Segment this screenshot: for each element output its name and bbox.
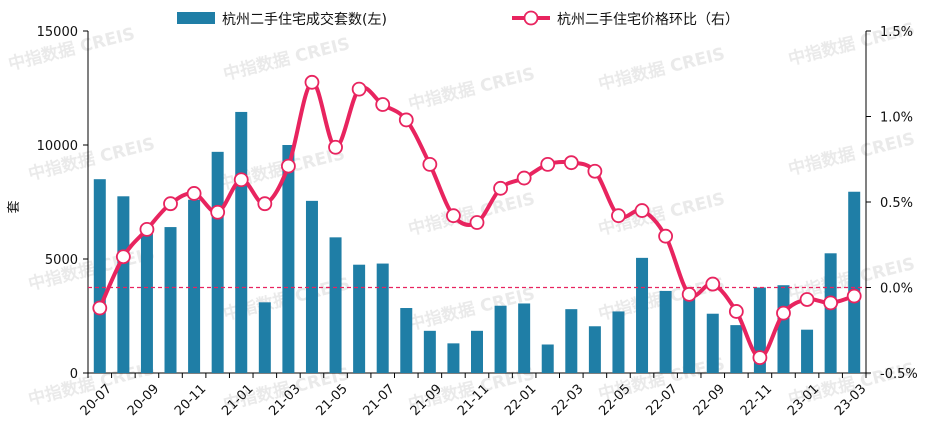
line-point-22-03: [563, 155, 579, 171]
bar-23-02: [824, 253, 837, 373]
left-tick-label: 10000: [37, 139, 78, 154]
line-point-22-08: [681, 286, 697, 302]
watermark-text: 中指数据 CREIS: [406, 63, 537, 115]
line-point-22-04: [587, 163, 603, 179]
bar-22-06: [636, 257, 649, 373]
line-point-22-11: [752, 350, 768, 366]
line-point-21-07: [375, 97, 391, 112]
line-point-21-12: [493, 180, 508, 196]
x-tick-label: 20-09: [125, 382, 162, 419]
line-point-23-03: [846, 288, 862, 304]
bar-23-01: [801, 329, 814, 373]
line-point-23-02: [823, 295, 839, 311]
watermark-text: 中指数据 CREIS: [221, 33, 352, 85]
bar-21-11: [471, 330, 483, 373]
line-point-21-10: [446, 208, 461, 224]
legend-line-label: 杭州二手住宅价格环比（右）: [557, 12, 739, 28]
line-point-21-09: [422, 156, 438, 172]
line-point-20-09: [139, 221, 155, 237]
line-point-23-01: [799, 292, 815, 307]
line-point-21-01: [233, 172, 249, 188]
line-point-21-11: [469, 215, 485, 230]
line-point-21-08: [398, 112, 414, 128]
line-point-20-11: [186, 186, 202, 201]
bar-21-10: [447, 343, 460, 373]
line-point-22-12: [776, 305, 791, 321]
bar-21-05: [329, 237, 342, 373]
bar-21-02: [258, 302, 271, 373]
left-tick-label: 0: [70, 367, 78, 382]
bar-22-12: [777, 285, 790, 373]
bar-22-07: [659, 290, 672, 373]
legend-bar-label: 杭州二手住宅成交套数(左): [222, 11, 387, 28]
line-point-22-01: [516, 170, 532, 186]
line-point-22-10: [728, 304, 744, 319]
line-point-20-10: [163, 196, 178, 212]
line-point-21-05: [328, 139, 343, 155]
bar-22-10: [730, 325, 743, 373]
bar-20-07: [93, 179, 106, 373]
x-tick-label: 22-11: [738, 382, 775, 419]
bar-21-12: [494, 305, 507, 373]
bar-20-12: [211, 151, 224, 373]
line-point-22-02: [540, 156, 556, 172]
bar-20-10: [164, 227, 177, 373]
left-tick-label: 15000: [37, 25, 78, 40]
legend-line-marker: [523, 10, 539, 26]
line-point-20-08: [115, 249, 131, 265]
watermark-text: 中指数据 CREIS: [596, 43, 727, 95]
right-tick-label: 1.0%: [880, 111, 913, 126]
bar-21-06: [353, 264, 366, 373]
watermark-text: 中指数据 CREIS: [406, 283, 537, 335]
bar-21-08: [400, 308, 413, 373]
right-tick-label: 0.5%: [880, 196, 913, 211]
bar-22-04: [588, 326, 601, 373]
line-point-22-06: [634, 203, 650, 218]
bar-21-04: [305, 200, 318, 373]
x-tick-label: 20-11: [172, 382, 209, 419]
bar-20-09: [140, 233, 153, 373]
bar-21-03: [282, 145, 295, 373]
bar-21-09: [423, 330, 436, 373]
bar-22-09: [706, 313, 719, 373]
bar-22-05: [612, 311, 625, 373]
right-tick-label: 1.5%: [880, 25, 913, 40]
bar-23-03: [848, 191, 861, 373]
bar-20-08: [117, 196, 130, 373]
line-point-20-12: [210, 204, 226, 220]
watermark-text: 中指数据 CREIS: [786, 128, 917, 180]
x-tick-label: 22-09: [691, 382, 728, 419]
line-point-20-07: [92, 300, 108, 316]
bar-22-03: [565, 309, 578, 373]
line-point-22-09: [705, 276, 721, 292]
bar-22-01: [518, 303, 531, 373]
bar-20-11: [188, 199, 201, 373]
line-point-21-04: [304, 74, 320, 90]
line-point-21-03: [280, 158, 296, 174]
right-tick-label: 0.0%: [880, 282, 913, 297]
bar-21-07: [376, 263, 389, 373]
legend-bar-swatch: [177, 12, 215, 24]
x-tick-label: 22-03: [549, 382, 586, 419]
line-point-21-02: [257, 196, 273, 212]
bar-21-01: [235, 111, 248, 373]
bar-22-08: [683, 294, 696, 373]
bar-22-02: [541, 344, 554, 373]
line-point-22-05: [611, 208, 626, 224]
right-tick-label: -0.5%: [880, 367, 918, 382]
line-point-21-06: [351, 81, 367, 97]
left-axis-title: 套: [6, 200, 22, 213]
x-tick-label: 21-07: [361, 382, 398, 419]
line-point-22-07: [658, 228, 674, 244]
watermark-text: 中指数据 CREIS: [406, 188, 537, 240]
left-tick-label: 5000: [45, 253, 78, 268]
